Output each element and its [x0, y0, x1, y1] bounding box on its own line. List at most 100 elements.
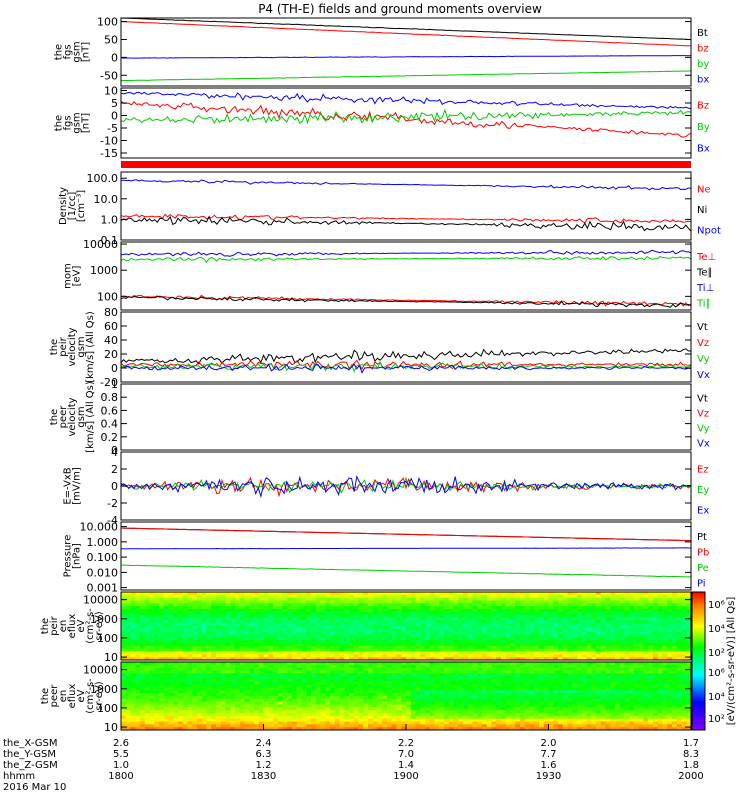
spectrogram-cell: [154, 690, 160, 694]
y-tick-label: 0.2: [101, 431, 119, 444]
spectrogram-cell: [254, 640, 260, 644]
spectrogram-cell: [377, 690, 383, 694]
spectrogram-cell: [591, 594, 597, 599]
spectrogram-cell: [491, 643, 497, 647]
spectrogram-cell: [676, 617, 683, 621]
y-tick-label: 80: [104, 306, 118, 319]
spectrogram-cell: [415, 626, 421, 630]
spectrogram-cell: [572, 651, 578, 655]
spectrogram-cell: [292, 654, 298, 658]
spectrogram-cell: [643, 623, 649, 627]
spectrogram-cell: [230, 667, 236, 671]
spectrogram-cell: [358, 640, 364, 644]
spectrogram-cell: [330, 713, 336, 717]
spectrogram-cell: [458, 597, 464, 601]
spectrogram-cell: [486, 654, 493, 658]
spectrogram-cell: [344, 626, 350, 630]
spectrogram-cell: [154, 681, 160, 686]
spectrogram-cell: [667, 592, 673, 596]
spectrogram-cell: [558, 643, 564, 647]
spectrogram-cell: [168, 640, 174, 644]
spectrogram-cell: [653, 614, 659, 618]
spectrogram-cell: [220, 701, 227, 705]
spectrogram-cell: [453, 715, 459, 720]
spectrogram-cell: [211, 637, 217, 641]
spectrogram-cell: [144, 684, 151, 688]
spectrogram-cell: [491, 657, 497, 661]
spectrogram-cell: [287, 645, 293, 650]
spectrogram-cell: [458, 727, 464, 731]
spectrogram-cell: [448, 667, 455, 671]
spectrogram-cell: [206, 597, 212, 601]
spectrogram-cell: [320, 620, 326, 624]
legend-entry-2: Vz: [697, 409, 709, 420]
spectrogram-cell: [344, 715, 350, 720]
spectrogram-cell: [467, 643, 474, 647]
spectrogram-cell: [615, 609, 621, 613]
spectrogram-cell: [491, 640, 497, 644]
spectrogram-cell: [368, 645, 374, 650]
spectrogram-cell: [458, 609, 464, 613]
spectrogram-cell: [306, 648, 312, 652]
spectrogram-cell: [368, 696, 374, 700]
spectrogram-cell: [353, 684, 360, 688]
spectrogram-cell: [429, 614, 436, 618]
spectrogram-cell: [410, 643, 417, 647]
spectrogram-cell: [249, 617, 255, 621]
spectrogram-cell: [672, 600, 678, 604]
spectrogram-cell: [463, 727, 469, 731]
spectrogram-cell: [349, 696, 355, 700]
spectrogram-cell: [477, 718, 483, 722]
spectrogram-cell: [292, 645, 298, 650]
spectrogram-cell: [463, 701, 469, 705]
spectrogram-cell: [425, 626, 431, 630]
spectrogram-cell: [643, 620, 649, 624]
spectrogram-cell: [315, 634, 322, 638]
spectrogram-cell: [434, 651, 440, 655]
spectrogram-cell: [239, 687, 246, 691]
spectrogram-cell: [311, 592, 317, 596]
spectrogram-cell: [686, 643, 692, 647]
spectrogram-cell: [258, 662, 265, 666]
spectrogram-cell: [605, 654, 611, 658]
spectrogram-cell: [463, 693, 469, 697]
spectrogram-cell: [187, 696, 193, 700]
spectrogram-cell: [211, 651, 217, 655]
spectrogram-cell: [125, 664, 132, 669]
spectrogram-cell: [368, 687, 374, 691]
spectrogram-cell: [182, 640, 189, 644]
spectrogram-cell: [638, 628, 645, 633]
spectrogram-cell: [187, 684, 193, 688]
spectrogram-cell: [591, 620, 597, 624]
spectrogram-cell: [220, 713, 227, 717]
spectrogram-cell: [168, 631, 174, 635]
spectrogram-cell: [653, 628, 659, 633]
spectrogram-cell: [529, 614, 535, 618]
spectrogram-cell: [201, 637, 208, 641]
spectrogram-cell: [467, 592, 474, 596]
spectrogram-cell: [505, 614, 512, 618]
spectrogram-cell: [168, 715, 174, 720]
spectrogram-cell: [368, 617, 374, 621]
spectrogram-cell: [206, 637, 212, 641]
spectrogram-cell: [349, 617, 355, 621]
spectrogram-cell: [292, 614, 298, 618]
spectrogram-cell: [182, 684, 189, 688]
legend-entry-3: Ti⊥: [696, 283, 714, 294]
spectrogram-cell: [657, 631, 664, 635]
spectrogram-cell: [358, 637, 364, 641]
spectrogram-cell: [254, 727, 260, 731]
spectrogram-cell: [439, 592, 445, 596]
spectrogram-cell: [344, 628, 350, 633]
spectrogram-cell: [496, 626, 502, 630]
spectrogram-cell: [667, 657, 673, 661]
spectrogram-cell: [135, 662, 141, 666]
spectrogram-cell: [676, 631, 683, 635]
spectrogram-cell: [349, 592, 355, 596]
spectrogram-cell: [159, 645, 165, 650]
spectrogram-cell: [192, 679, 198, 683]
spectrogram-cell: [197, 681, 203, 686]
spectrogram-cell: [539, 609, 545, 613]
spectrogram-cell: [296, 614, 303, 618]
spectrogram-cell: [325, 701, 331, 705]
